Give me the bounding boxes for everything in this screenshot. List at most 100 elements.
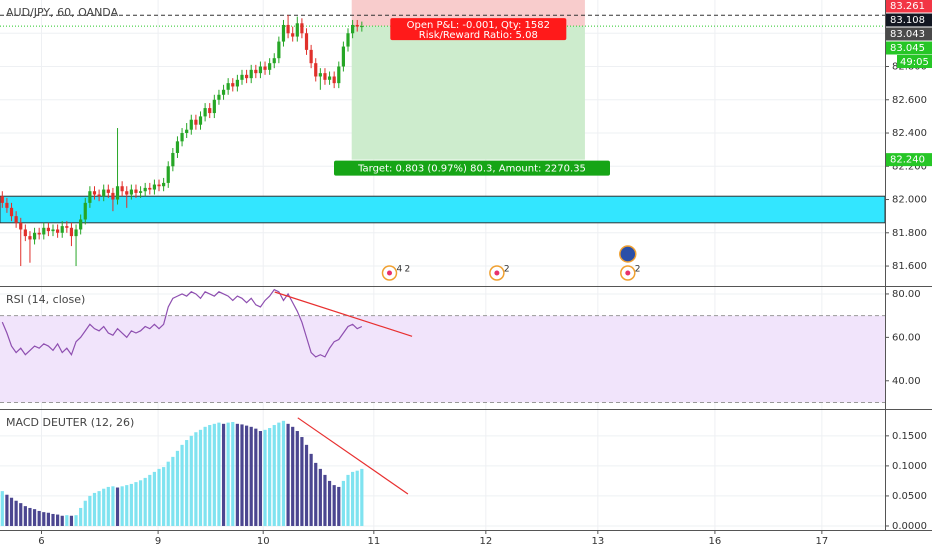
candle-body (92, 191, 97, 195)
y-tick-label: 82.600 (892, 95, 927, 106)
histogram-bar (332, 485, 336, 526)
candle-body (263, 66, 267, 70)
histogram-bar (318, 468, 322, 526)
histogram-bar (120, 486, 124, 526)
candle-body (244, 74, 249, 79)
candle-body (148, 187, 152, 190)
price-label: 83.261 (890, 1, 925, 12)
candle-body (185, 129, 189, 134)
candle-body (51, 229, 55, 232)
histogram-bar (244, 425, 249, 526)
event-count: 2 (504, 265, 510, 275)
histogram-bar (129, 483, 133, 526)
candle-body (180, 133, 184, 142)
trend-line (297, 417, 409, 495)
candle-body (111, 192, 115, 200)
candle-body (175, 141, 180, 153)
profit-zone (351, 26, 585, 160)
candle-body (171, 152, 175, 167)
event-dot (386, 270, 392, 276)
candle-body (314, 63, 318, 77)
histogram-bar (263, 429, 267, 526)
candle-body (102, 189, 106, 197)
trend-line (274, 291, 413, 337)
candle-body (346, 33, 350, 47)
histogram-bar (162, 467, 166, 526)
candle-body (341, 46, 345, 67)
y-tick-label: 40.00 (892, 376, 921, 387)
price-label-box (886, 13, 932, 27)
histogram-bar (309, 453, 313, 526)
histogram-bar (235, 423, 239, 526)
histogram-bar (258, 431, 263, 526)
candle-body (0, 196, 4, 203)
candle-body (268, 63, 272, 70)
price-label: 83.045 (890, 43, 925, 54)
histogram-bar (106, 486, 110, 526)
histogram-bar (166, 461, 170, 526)
x-tick-label: 10 (257, 536, 270, 547)
histogram-bar (79, 507, 83, 526)
candle-body (115, 186, 120, 200)
histogram-bar (83, 500, 87, 526)
candle-body (277, 41, 281, 59)
pane-title: RSI (14, close) (6, 293, 85, 306)
candle-body (166, 166, 170, 183)
candle-body (281, 24, 286, 42)
price-label-box (886, 27, 932, 41)
histogram-bar (88, 495, 92, 526)
rsi-band (0, 315, 885, 403)
candle-body (143, 187, 147, 192)
x-tick-label: 11 (367, 536, 380, 547)
candle-body (304, 33, 309, 50)
price-label-box (886, 153, 932, 167)
candle-body (332, 76, 336, 84)
candle-body (258, 66, 263, 74)
histogram-bar (28, 507, 32, 526)
x-tick-label: 17 (815, 536, 828, 547)
histogram-bar (148, 474, 152, 526)
candle-body (14, 216, 18, 223)
candle-body (65, 226, 69, 228)
histogram-bar (171, 456, 175, 526)
event-count: 2 (635, 265, 641, 275)
histogram-bar (189, 435, 193, 526)
candle-body (37, 232, 41, 235)
candle-body (79, 219, 83, 230)
histogram-bar (300, 437, 304, 526)
histogram-bar (14, 500, 18, 526)
candle-body (295, 23, 299, 37)
candle-body (157, 184, 161, 187)
candle-body (235, 79, 239, 87)
histogram-bar (231, 422, 235, 526)
histogram-bar (125, 485, 129, 526)
histogram-bar (295, 431, 299, 526)
candle-body (217, 94, 221, 100)
histogram-bar (355, 470, 359, 526)
candle-body (134, 189, 138, 193)
candle-body (212, 99, 216, 114)
candle-body (125, 191, 129, 195)
candle-body (28, 236, 32, 240)
candle-body (97, 194, 101, 197)
histogram-bar (346, 474, 350, 526)
candle-body (254, 69, 258, 74)
candle-body (286, 24, 290, 34)
histogram-bar (111, 486, 115, 526)
candle-body (23, 229, 27, 237)
price-label: 83.108 (890, 15, 925, 26)
y-tick-label: 81.800 (892, 228, 927, 239)
event-dot (625, 270, 631, 276)
countdown: 49:05 (900, 57, 929, 68)
pane-title: MACD DEUTER (12, 26) (6, 416, 134, 429)
candle-body (272, 58, 276, 64)
histogram-bar (152, 471, 157, 526)
histogram-bar (19, 503, 23, 526)
rsi-line (1, 288, 363, 358)
candle-body (83, 202, 87, 220)
candle-body (138, 191, 143, 193)
candle-body (323, 73, 327, 80)
histogram-bar (42, 512, 46, 526)
y-tick-label: 0.1500 (892, 431, 927, 442)
